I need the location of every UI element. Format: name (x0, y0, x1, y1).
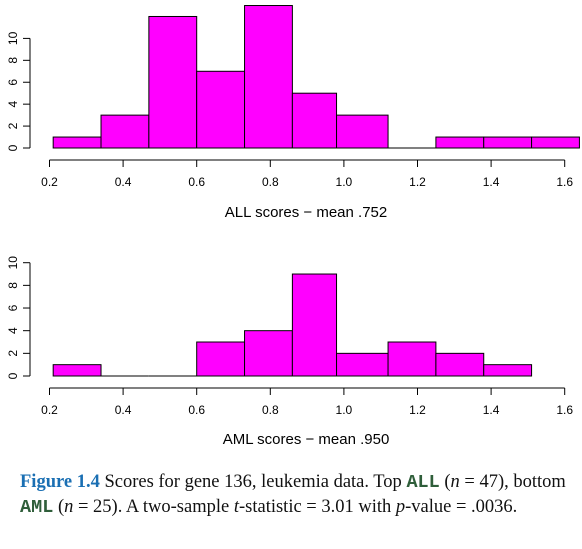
caption-text-2: ( (444, 472, 451, 492)
histogram-bar (52, 364, 102, 377)
histogram-bar (435, 352, 485, 377)
x-tick-label: 0.6 (188, 175, 205, 189)
y-tick-label: 10 (6, 31, 20, 45)
x-tick-label: 1.6 (556, 403, 573, 417)
y-tick-label: 10 (6, 256, 20, 270)
aml-scores-histogram: 0 2 4 6 8 10 0.2 0.4 0.6 0.8 1.0 1.2 1.4 1.6 AML score… (6, 256, 573, 448)
y-tick-label: 4 (6, 101, 20, 108)
histogram-bar (336, 352, 389, 377)
histogram-bar (336, 114, 389, 149)
histogram-bar (196, 341, 246, 377)
x-tick-label: 0.6 (188, 403, 205, 417)
y-tick-label: 6 (6, 304, 20, 311)
y-tick-label: 4 (6, 327, 20, 334)
histogram-bar (52, 136, 102, 149)
x-tick-label: 0.2 (41, 175, 58, 189)
y-tick-label: 0 (6, 144, 20, 151)
histogram-bar (100, 114, 150, 149)
x-axis-label: AML scores − mean .950 (223, 431, 390, 448)
x-tick-label: 1.4 (483, 175, 500, 189)
caption-all-code: ALL (406, 472, 440, 493)
x-tick-label: 1.4 (483, 403, 500, 417)
y-tick-label: 2 (6, 350, 20, 357)
x-tick-label: 1.2 (409, 175, 426, 189)
x-tick-label: 0.8 (262, 403, 279, 417)
caption-n-2: n (64, 497, 74, 517)
caption-text-5: = 25). A two-sample (73, 497, 230, 517)
histogram-bar (244, 5, 293, 149)
y-tick-label: 0 (6, 372, 20, 379)
y-tick-label: 2 (6, 122, 20, 129)
caption-text-4: ( (53, 497, 65, 517)
y-tick-label: 8 (6, 282, 20, 289)
histogram-bar (196, 70, 246, 149)
histogram-bar (483, 364, 533, 377)
histogram-bar (435, 136, 485, 149)
caption-text-3: = 47), bottom (459, 472, 566, 492)
caption-aml-code: AML (20, 497, 54, 518)
histogram-bar (291, 273, 338, 377)
caption-t-symbol: t (233, 497, 239, 517)
caption-p-symbol: p (395, 497, 406, 517)
x-axis-label: ALL scores − mean .752 (225, 204, 387, 221)
y-tick-label: 8 (6, 57, 20, 64)
histogram-bar (483, 136, 533, 149)
caption-text-6: -statistic = 3.01 with (238, 497, 392, 517)
x-tick-label: 0.4 (115, 175, 132, 189)
x-tick-label: 1.0 (336, 175, 353, 189)
histogram-bar (387, 341, 437, 377)
x-tick-label: 1.6 (556, 175, 573, 189)
figure-label: Figure 1.4 (20, 472, 100, 492)
all-scores-histogram: 0 2 4 6 8 10 0.2 0.4 0.6 0.8 1.0 1.2 1.4 1.6 ALL score… (6, 5, 580, 221)
x-tick-label: 0.2 (41, 403, 58, 417)
x-tick-label: 0.8 (262, 175, 279, 189)
caption-text-7: -value = .0036. (405, 497, 518, 517)
figure-caption: Figure 1.4 Scores for gene 136, leukemia… (20, 470, 580, 520)
caption-text-1: Scores for gene 136, leukemia data. Top (104, 472, 402, 492)
histogram-bar (244, 330, 293, 377)
histogram-bar (291, 92, 338, 149)
x-tick-label: 0.4 (115, 403, 132, 417)
histogram-bar (531, 136, 580, 149)
y-tick-label: 6 (6, 79, 20, 86)
x-tick-label: 1.0 (336, 403, 353, 417)
histogram-bar (148, 15, 198, 149)
x-tick-label: 1.2 (409, 403, 426, 417)
caption-n-1: n (450, 472, 460, 492)
